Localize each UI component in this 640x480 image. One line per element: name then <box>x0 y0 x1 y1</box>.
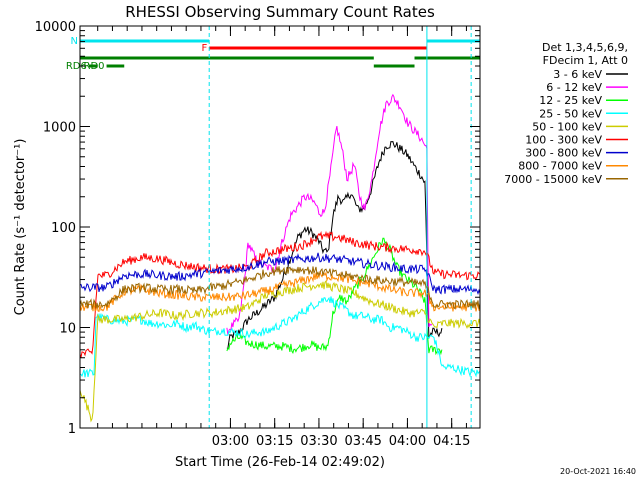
series-line-5 <box>79 230 481 358</box>
series-3 <box>79 296 481 378</box>
series-line-6 <box>79 252 481 296</box>
series-layer <box>79 93 481 423</box>
series-line-2 <box>226 237 443 356</box>
cyan-bar-label-0: N <box>71 36 78 47</box>
y-axis: 1 10 100 1000 10000 <box>35 20 480 437</box>
y-tick-label-1: 10 <box>59 322 76 337</box>
legend-label-6: 300 - 800 keV <box>525 147 602 160</box>
x-tick-label-4: 04:00 <box>389 434 426 449</box>
series-line-8 <box>79 266 481 311</box>
x-tick-label-2: 03:30 <box>300 434 337 449</box>
legend-label-4: 50 - 100 keV <box>532 120 602 133</box>
legend-label-5: 100 - 300 keV <box>525 134 602 147</box>
series-line-0 <box>226 141 443 349</box>
x-tick-label-5: 04:15 <box>433 434 470 449</box>
date-stamp: 20-Oct-2021 16:40 <box>560 467 636 476</box>
plot-area: NFRD0RD6 <box>66 25 481 429</box>
y-tick-label-3: 1000 <box>43 121 76 136</box>
x-tick-label-1: 03:15 <box>256 434 293 449</box>
legend-header-line2: FDecim 1, Att 0 <box>543 54 628 67</box>
y-tick-label-2: 100 <box>51 221 76 236</box>
y-tick-label-0: 1 <box>68 422 76 437</box>
y-tick-label-4: 10000 <box>35 20 76 35</box>
x-axis: 03:00 03:15 03:30 03:45 04:00 04:15 <box>97 26 470 449</box>
marker-layer: NFRD0RD6 <box>66 26 480 428</box>
series-6 <box>79 252 481 296</box>
legend-label-1: 6 - 12 keV <box>546 81 602 94</box>
legend-label-2: 12 - 25 keV <box>539 94 602 107</box>
red-bar-label-0: F <box>201 43 207 54</box>
x-axis-label: Start Time (26-Feb-14 02:49:02) <box>175 455 385 470</box>
series-5 <box>79 230 481 358</box>
series-line-3 <box>79 296 481 378</box>
chart-title: RHESSI Observing Summary Count Rates <box>125 3 435 21</box>
x-tick-label-0: 03:00 <box>212 434 249 449</box>
legend-header-line1: Det 1,3,4,5,6,9, <box>542 41 628 54</box>
x-tick-label-3: 03:45 <box>344 434 381 449</box>
green-bar-label-3: RD6 <box>66 61 87 72</box>
legend-label-0: 3 - 6 keV <box>553 68 602 81</box>
series-4 <box>79 279 481 423</box>
plot-frame <box>79 25 481 429</box>
legend-label-8: 7000 - 15000 keV <box>504 173 602 186</box>
legend: Det 1,3,4,5,6,9, FDecim 1, Att 0 3 - 6 k… <box>504 41 628 186</box>
series-line-7 <box>79 270 481 313</box>
series-2 <box>226 237 443 356</box>
series-0 <box>226 141 443 349</box>
legend-label-7: 800 - 7000 keV <box>518 160 602 173</box>
legend-label-3: 25 - 50 keV <box>539 107 602 120</box>
y-axis-label: Count Rate (s⁻¹ detector⁻¹) <box>13 139 28 316</box>
series-line-4 <box>79 279 481 423</box>
series-7 <box>79 270 481 313</box>
series-8 <box>79 266 481 311</box>
